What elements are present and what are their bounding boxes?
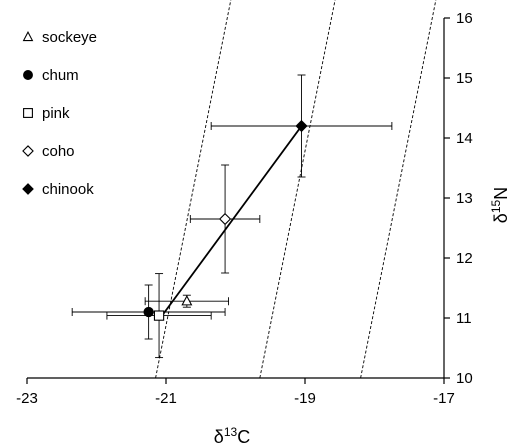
trend-line-group <box>161 125 303 316</box>
y-tick-label: 10 <box>456 370 473 387</box>
dashed-reference-line-1 <box>155 0 232 378</box>
error-bars <box>71 74 393 359</box>
legend-pink-label: pink <box>42 105 70 122</box>
data-points <box>143 119 308 321</box>
x-tick-label: -21 <box>155 390 177 407</box>
legend-coho-symbol <box>22 145 34 157</box>
trend-line <box>161 125 303 316</box>
dashed-reference-line-3 <box>360 0 437 378</box>
y-tick-label: 12 <box>456 250 473 267</box>
coho-point <box>219 212 232 226</box>
x-tick-label: -23 <box>16 390 38 407</box>
x-axis-label-suffix: C <box>237 427 250 447</box>
x-tick-label: -17 <box>433 390 455 407</box>
y-tick-label: 11 <box>456 310 472 327</box>
reference-lines <box>155 0 437 378</box>
legend-chinook-label: chinook <box>42 181 94 198</box>
legend-coho-label: coho <box>42 143 75 160</box>
y-tick-label: 15 <box>456 70 473 87</box>
x-ticks: -23 -21 -19 -17 <box>16 378 455 407</box>
y-axis-label: δ15N <box>489 187 511 223</box>
y-tick-label: 14 <box>456 130 473 147</box>
y-tick-label: 13 <box>456 190 473 207</box>
y-axis-label-superscript: 15 <box>489 199 503 213</box>
legend-chum-label: chum <box>42 67 79 84</box>
legend-sockeye-label: sockeye <box>42 29 97 46</box>
chum-point <box>143 306 154 318</box>
chinook-point <box>295 119 308 133</box>
sockeye-point <box>181 294 193 306</box>
legend-chum-symbol <box>23 70 33 80</box>
dashed-reference-line-2 <box>259 0 336 378</box>
legend-chinook-symbol <box>22 183 34 195</box>
y-axis-label-suffix: N <box>491 187 511 200</box>
legend-sockeye-symbol <box>22 30 34 42</box>
x-tick-label: -19 <box>294 390 316 407</box>
legend: sockeye chum pink coho chinook <box>22 29 97 198</box>
legend-pink-symbol <box>23 108 33 118</box>
x-axis-label: δ13C <box>214 425 250 447</box>
x-axis-label-prefix: δ <box>214 427 224 447</box>
x-axis-label-superscript: 13 <box>224 425 238 439</box>
pink-point <box>153 310 165 321</box>
y-ticks: 10 11 12 13 14 15 16 <box>444 10 473 387</box>
y-tick-label: 16 <box>456 10 473 27</box>
y-axis-label-prefix: δ <box>491 213 511 223</box>
